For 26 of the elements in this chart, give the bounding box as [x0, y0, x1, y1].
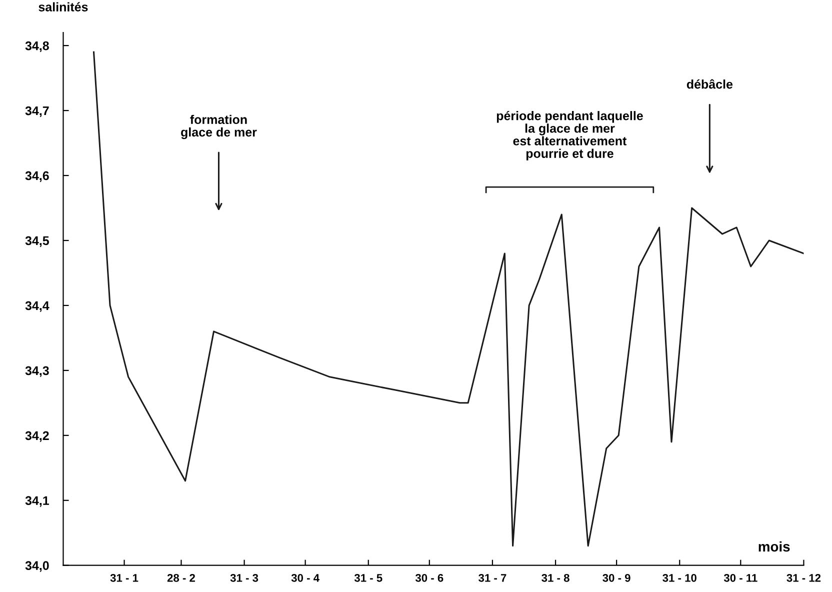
- annotation: période pendant laquelle la glace de mer est alternativement pourrie et dure: [496, 110, 643, 160]
- x-tick-label: 31 - 5: [354, 574, 382, 582]
- annotation: formation glace de mer: [181, 114, 257, 140]
- y-tick-label: 34,0: [25, 561, 49, 572]
- x-tick-label: 30 - 11: [724, 574, 758, 582]
- x-axis-title: mois: [758, 541, 790, 552]
- x-tick-label: 30 - 9: [602, 574, 630, 582]
- y-tick-label: 34,6: [25, 171, 49, 182]
- y-tick-label: 34,3: [25, 366, 49, 377]
- y-tick-label: 34,8: [25, 41, 49, 52]
- y-tick-label: 34,2: [25, 431, 49, 442]
- x-tick-label: 31 - 7: [478, 574, 506, 582]
- x-tick-label: 31 - 10: [662, 574, 696, 582]
- x-tick-label: 28 - 2: [167, 574, 195, 582]
- y-tick-label: 34,4: [25, 301, 50, 312]
- x-tick-label: 30 - 4: [291, 574, 320, 582]
- annotation: débâcle: [686, 79, 733, 89]
- x-tick-label: 31 - 8: [542, 574, 570, 582]
- x-tick-label: 31 - 12: [786, 574, 821, 582]
- x-tick-label: 30 - 6: [415, 574, 444, 582]
- y-tick-label: 34,7: [25, 106, 49, 117]
- x-tick-label: 31 - 1: [110, 574, 138, 582]
- x-tick-label: 31 - 3: [230, 574, 258, 582]
- y-tick-label: 34,5: [25, 236, 49, 247]
- y-tick-label: 34,1: [25, 496, 49, 507]
- y-axis-title: salinités: [38, 2, 88, 12]
